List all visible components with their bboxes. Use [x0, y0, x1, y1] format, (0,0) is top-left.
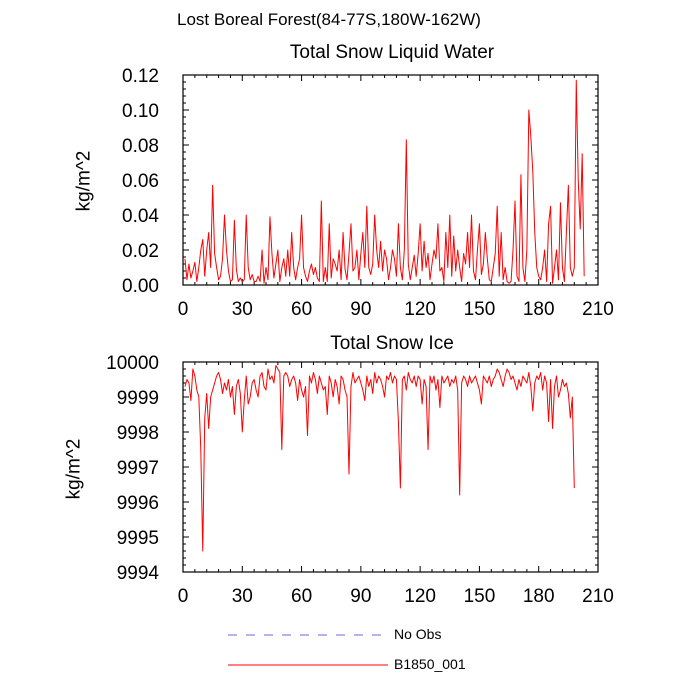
legend-label-b1850: B1850_001 — [394, 656, 466, 672]
chart-2-title: Total Snow Ice — [330, 333, 454, 354]
chart-2-xtick-label: 180 — [523, 586, 555, 607]
chart-2-ytick-label: 9994 — [117, 563, 160, 584]
chart-2-ylabel: kg/m^2 — [63, 438, 85, 500]
chart-2-ytick-label: 9995 — [117, 528, 159, 549]
chart-1-ytick-label: 0.02 — [122, 241, 159, 262]
chart-2-xtick-label: 60 — [291, 586, 312, 607]
chart-1-xtick-label: 0 — [178, 299, 189, 320]
chart-1-ytick-label: 0.08 — [122, 136, 159, 157]
chart-1-ytick-label: 0.12 — [122, 66, 159, 87]
chart-2-xtick-label: 90 — [350, 586, 371, 607]
chart-2-xtick-label: 210 — [582, 586, 614, 607]
chart-1-xtick-label: 60 — [291, 299, 312, 320]
chart-2-ytick-label: 9996 — [117, 493, 159, 514]
chart-2-ytick-label: 10000 — [106, 353, 159, 374]
chart-2-ytick-label: 9997 — [117, 458, 159, 479]
chart-1-xtick-label: 210 — [582, 299, 614, 320]
chart-1-ytick-label: 0.04 — [122, 206, 159, 227]
chart-2-xtick-label: 30 — [232, 586, 253, 607]
chart-2-xtick-label: 150 — [464, 586, 496, 607]
chart-2-xtick-label: 120 — [404, 586, 436, 607]
chart-2-xtick-label: 0 — [178, 586, 189, 607]
chart-1-ytick-label: 0.10 — [122, 101, 159, 122]
chart-1-ytick-label: 0.00 — [122, 276, 159, 297]
chart-1-ytick-label: 0.06 — [122, 171, 159, 192]
chart-1-title: Total Snow Liquid Water — [289, 42, 495, 63]
chart-2-series-line-b1850-001 — [184, 365, 575, 552]
chart-2-ytick-label: 9999 — [117, 388, 159, 409]
figure-title: Lost Boreal Forest(84-77S,180W-162W) — [177, 10, 481, 29]
chart-2-ytick-label: 9998 — [117, 423, 159, 444]
chart-1-ylabel: kg/m^2 — [73, 150, 95, 212]
legend-label-no-obs: No Obs — [394, 626, 442, 642]
chart-1-xtick-label: 180 — [523, 299, 555, 320]
chart-1-series-line-b1850-001 — [184, 79, 585, 284]
chart-1-xtick-label: 90 — [350, 299, 371, 320]
chart-1-xtick-label: 30 — [232, 299, 253, 320]
chart-1-xtick-label: 150 — [464, 299, 496, 320]
chart-1-xtick-label: 120 — [404, 299, 436, 320]
